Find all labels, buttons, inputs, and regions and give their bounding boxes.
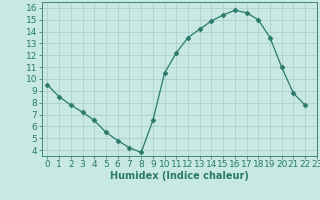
X-axis label: Humidex (Indice chaleur): Humidex (Indice chaleur) <box>110 171 249 181</box>
